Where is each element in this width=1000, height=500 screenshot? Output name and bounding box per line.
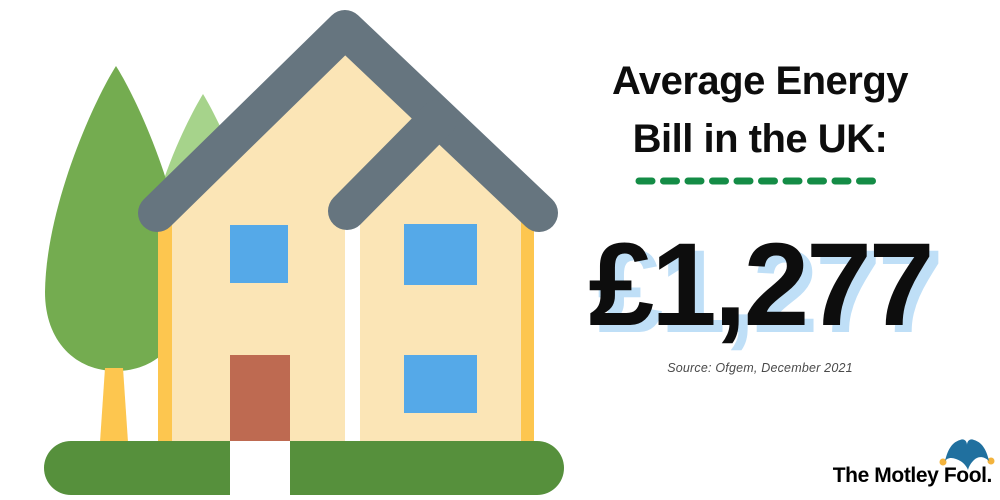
house-section-gap bbox=[345, 224, 360, 442]
hat-shape bbox=[945, 439, 989, 470]
tree-trunk bbox=[100, 368, 128, 442]
title-line-1: Average Energy bbox=[611, 59, 909, 103]
logo-wordmark: The Motley Fool. bbox=[832, 464, 993, 487]
house-trim-left bbox=[158, 216, 172, 442]
tree-dark bbox=[45, 66, 187, 371]
house-trim-right bbox=[521, 214, 534, 442]
page-title: Average Energy Bill in the UK: bbox=[555, 52, 965, 168]
content-column: Average Energy Bill in the UK: £1,277 So… bbox=[555, 0, 965, 500]
amount-value: £1,277 bbox=[588, 219, 935, 351]
window-lower-right bbox=[404, 355, 477, 413]
motley-fool-logo: The Motley Fool. bbox=[832, 439, 995, 490]
title-line-2: Bill in the UK: bbox=[632, 117, 888, 161]
door bbox=[230, 355, 290, 442]
house-illustration bbox=[44, 10, 564, 495]
hat-bell-left bbox=[939, 458, 947, 466]
roof-inner-gable bbox=[328, 100, 457, 230]
grass bbox=[44, 441, 564, 495]
dashed-divider bbox=[555, 174, 965, 186]
window-upper-right bbox=[404, 224, 477, 285]
source-citation: Source: Ofgem, December 2021 bbox=[667, 361, 853, 375]
roof-main bbox=[138, 10, 558, 232]
jester-hat-icon bbox=[939, 439, 995, 470]
hat-bell-right bbox=[987, 457, 995, 465]
window-upper-left bbox=[230, 225, 288, 283]
walkway bbox=[230, 441, 290, 495]
